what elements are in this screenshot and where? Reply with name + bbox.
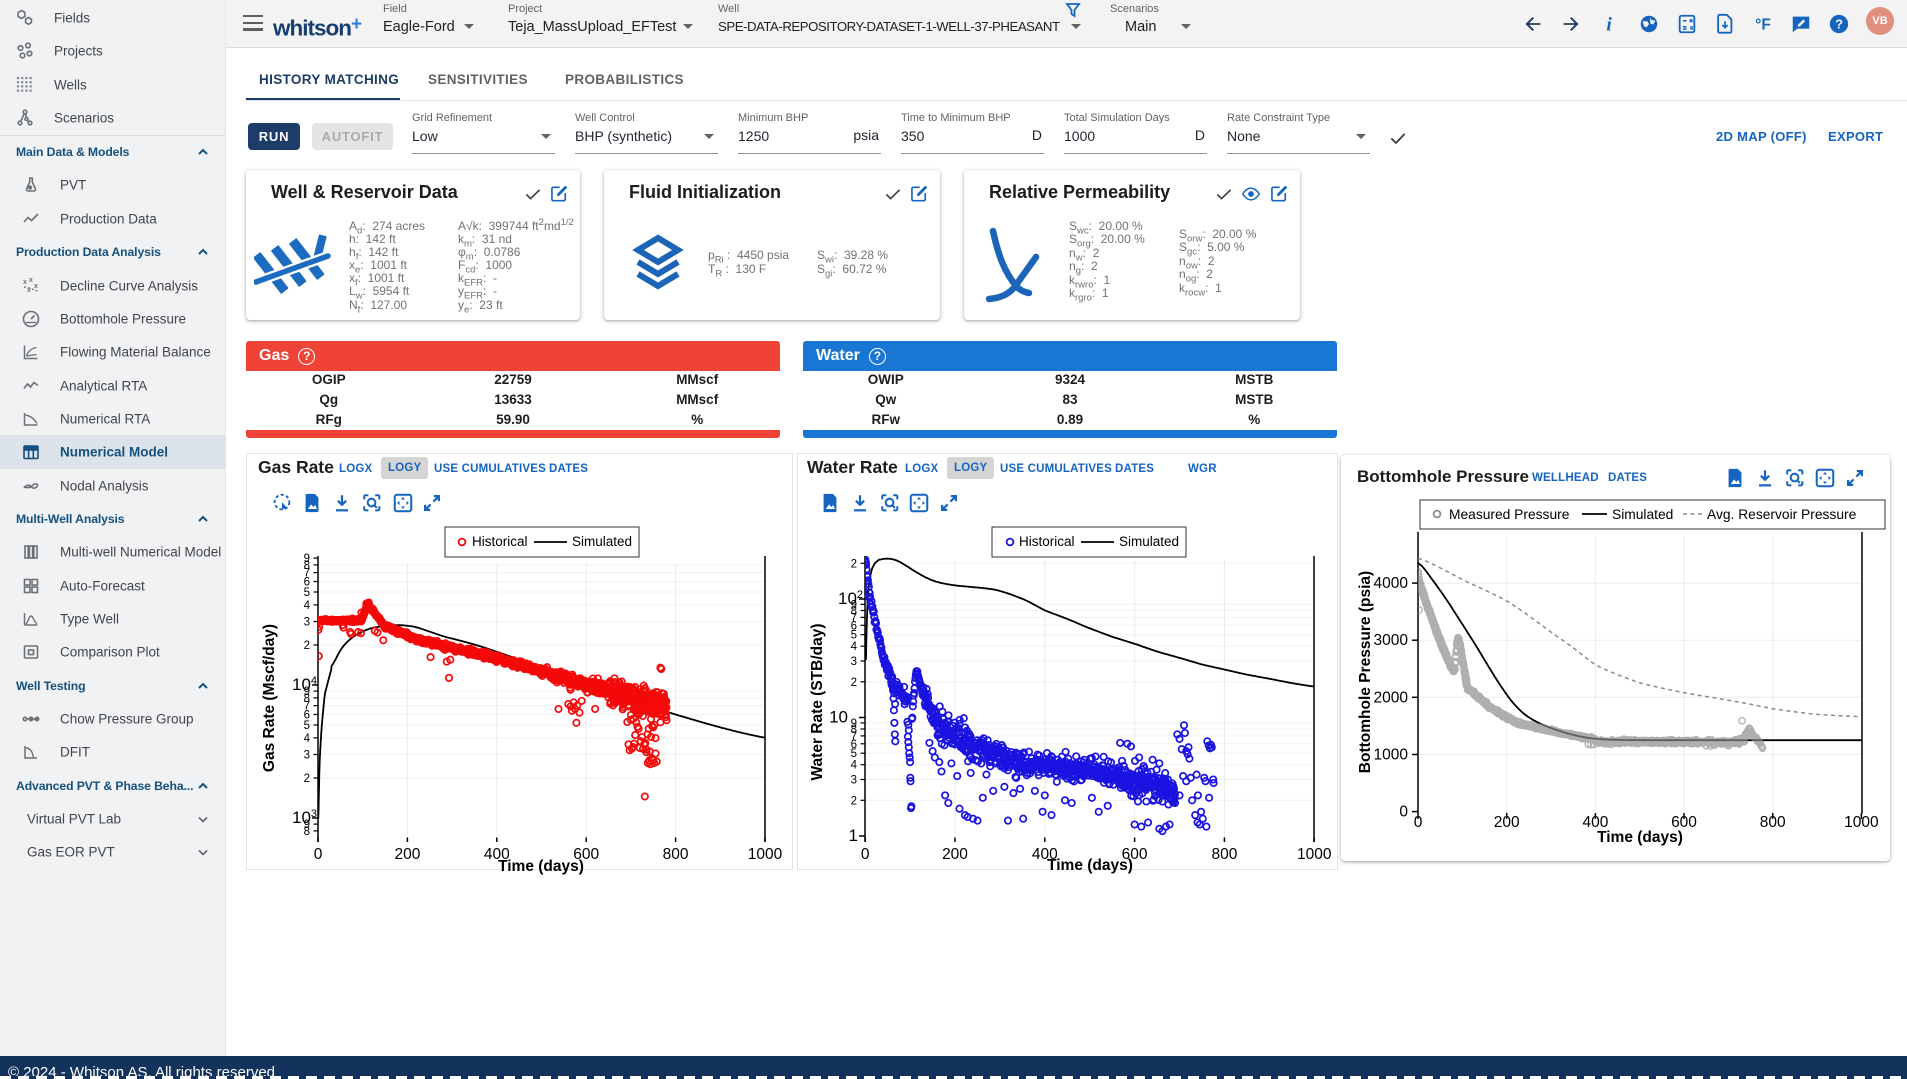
svg-text:Historical: Historical (472, 534, 528, 549)
svg-text:6: 6 (851, 739, 857, 751)
svg-text:4: 4 (304, 733, 311, 745)
svg-text:0: 0 (861, 846, 870, 863)
svg-text:Time (days): Time (days) (1047, 857, 1133, 874)
svg-text:7: 7 (851, 612, 857, 624)
svg-text:2000: 2000 (1374, 689, 1409, 706)
svg-text:4: 4 (851, 641, 858, 653)
svg-text:Simulated: Simulated (1612, 507, 1673, 522)
svg-text:°F: °F (1755, 17, 1771, 34)
svg-text:9: 9 (851, 718, 857, 730)
svg-text:3: 3 (851, 775, 857, 787)
svg-text:3: 3 (304, 617, 310, 629)
svg-text:9: 9 (304, 686, 310, 698)
svg-text:200: 200 (1494, 814, 1520, 831)
svg-text:3000: 3000 (1374, 632, 1409, 649)
svg-text:3: 3 (304, 750, 310, 762)
svg-text:9: 9 (851, 599, 857, 611)
svg-text:Simulated: Simulated (572, 534, 632, 549)
svg-text:4: 4 (851, 760, 858, 772)
svg-text:600: 600 (573, 846, 599, 863)
svg-text:800: 800 (663, 846, 689, 863)
svg-text:Historical: Historical (1019, 534, 1075, 549)
svg-text:2: 2 (304, 773, 310, 785)
svg-text:7: 7 (304, 568, 310, 580)
svg-text:103: 103 (292, 808, 317, 827)
svg-text:102: 102 (838, 589, 863, 608)
svg-text:6: 6 (304, 710, 310, 722)
svg-text:5: 5 (851, 748, 857, 760)
svg-text:9: 9 (304, 819, 310, 831)
svg-text:800: 800 (1211, 846, 1237, 863)
svg-text:3: 3 (851, 656, 857, 668)
svg-text:x: x (23, 279, 27, 286)
svg-text:400: 400 (1582, 814, 1608, 831)
svg-text:Measured Pressure: Measured Pressure (1449, 507, 1570, 522)
svg-text:104: 104 (292, 675, 317, 694)
svg-text:5: 5 (304, 720, 310, 732)
svg-text:6: 6 (304, 577, 310, 589)
svg-text:2: 2 (851, 795, 857, 807)
svg-text:200: 200 (942, 846, 968, 863)
svg-text:1: 1 (849, 826, 858, 845)
svg-text:0: 0 (314, 846, 323, 863)
svg-text:8: 8 (851, 606, 857, 618)
svg-text:7: 7 (851, 731, 857, 743)
svg-text:8: 8 (851, 724, 857, 736)
svg-text:?: ? (1835, 17, 1843, 32)
svg-text:10: 10 (829, 708, 848, 727)
svg-text:400: 400 (1032, 846, 1058, 863)
svg-text:x: x (29, 277, 33, 284)
svg-text:1000: 1000 (748, 846, 783, 863)
svg-text:i: i (1606, 14, 1612, 35)
svg-text:Water Rate (STB/day): Water Rate (STB/day) (809, 623, 826, 780)
svg-text:600: 600 (1671, 814, 1697, 831)
svg-text:0: 0 (1399, 804, 1408, 821)
svg-text:0: 0 (1414, 814, 1423, 831)
svg-text:8: 8 (304, 826, 310, 838)
svg-text:8: 8 (304, 693, 310, 705)
svg-text:x: x (27, 287, 31, 294)
svg-text:9: 9 (304, 553, 310, 565)
svg-text:200: 200 (394, 846, 420, 863)
svg-text:4000: 4000 (1374, 575, 1409, 592)
svg-text:800: 800 (1760, 814, 1786, 831)
svg-text:Avg. Reservoir Pressure: Avg. Reservoir Pressure (1707, 507, 1857, 522)
svg-text:1000: 1000 (1374, 747, 1409, 764)
svg-text:Gas Rate (Mscf/day): Gas Rate (Mscf/day) (261, 624, 278, 772)
svg-text:2: 2 (304, 640, 310, 652)
svg-text:Bottomhole Pressure (psia): Bottomhole Pressure (psia) (1357, 571, 1374, 773)
svg-text:Time (days): Time (days) (498, 858, 584, 875)
svg-text:1000: 1000 (1844, 814, 1879, 831)
svg-text:Time (days): Time (days) (1597, 829, 1683, 846)
svg-text:2: 2 (851, 677, 857, 689)
svg-text:2: 2 (851, 558, 857, 570)
svg-text:5: 5 (304, 587, 310, 599)
svg-text:600: 600 (1122, 846, 1148, 863)
svg-text:7: 7 (304, 701, 310, 713)
svg-text:400: 400 (484, 846, 510, 863)
svg-text:x: x (34, 283, 38, 290)
svg-text:8: 8 (304, 560, 310, 572)
svg-text:Simulated: Simulated (1119, 534, 1179, 549)
svg-text:5: 5 (851, 630, 857, 642)
svg-text:4: 4 (304, 600, 311, 612)
svg-text:6: 6 (851, 620, 857, 632)
svg-text:1000: 1000 (1297, 846, 1332, 863)
